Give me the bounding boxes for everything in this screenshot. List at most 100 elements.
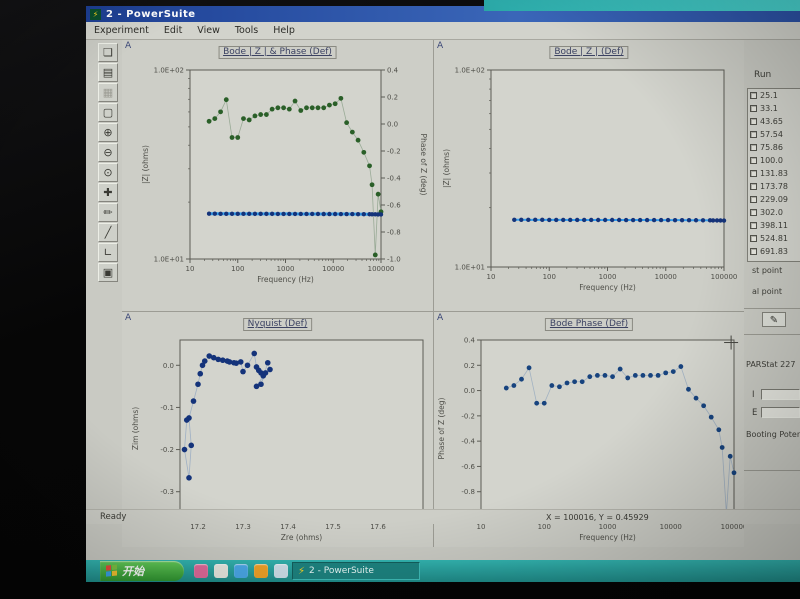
left-toolbar: ❏ ▤ ▦ ▢ ⊕ ⊖ ⊙ ✚ ✏ ╱ ∟ ▣ xyxy=(98,42,122,283)
run-frequency-value: 302.0 xyxy=(760,208,783,217)
eraser-icon[interactable]: ✎ xyxy=(762,312,786,327)
svg-text:0.4: 0.4 xyxy=(464,337,476,345)
run-list-item[interactable]: 524.81 xyxy=(748,232,800,245)
select-region-icon[interactable]: ▢ xyxy=(98,103,118,122)
run-list-item[interactable]: 75.86 xyxy=(748,141,800,154)
run-frequency-value: 229.09 xyxy=(760,195,788,204)
quicklaunch-ie-icon[interactable] xyxy=(234,564,248,578)
chart-plot-bode-z-phase[interactable]: 10 100 1000 10000 100000 Frequency (Hz) 1.0E+0… xyxy=(122,40,433,311)
svg-text:10: 10 xyxy=(186,265,195,273)
sidebar-divider xyxy=(744,334,800,335)
run-list-item[interactable]: 691.83 xyxy=(748,245,800,258)
run-checkbox-icon[interactable] xyxy=(750,131,757,138)
taskbar: 开始 ⚡ 2 - PowerSuite xyxy=(86,560,800,582)
current-field[interactable] xyxy=(761,389,800,400)
run-list-item[interactable]: 131.83 xyxy=(748,167,800,180)
run-checkbox-icon[interactable] xyxy=(750,235,757,242)
svg-text:0.2: 0.2 xyxy=(387,94,398,102)
panel-nyquist: A Nyquist (Def) 17.2 17.3 17.4 17.5 17.6 Zre … xyxy=(122,312,434,547)
chart-plot-bode-phase[interactable]: 10 100 1000 10000 100000 Frequency (Hz) 0.4 0.2… xyxy=(434,312,744,547)
svg-text:17.4: 17.4 xyxy=(280,523,296,531)
status-bar: Ready X = 100016, Y = 0.45929 xyxy=(86,509,800,524)
svg-text:-0.2: -0.2 xyxy=(160,446,174,454)
chart-canvas: 10 100 1000 10000 100000 Frequency (Hz) 1.0E+0… xyxy=(442,67,737,293)
chart-plot-nyquist[interactable]: 17.2 17.3 17.4 17.5 17.6 Zre (ohms) 0.0 -0.1 -0.… xyxy=(122,312,433,547)
run-list-item[interactable]: 100.0 xyxy=(748,154,800,167)
run-checkbox-icon[interactable] xyxy=(750,157,757,164)
panel-corner-label: A xyxy=(437,313,444,323)
run-frequency-value: 100.0 xyxy=(760,156,783,165)
new-document-icon[interactable]: ❏ xyxy=(98,43,118,62)
run-list-item[interactable]: 302.0 xyxy=(748,206,800,219)
run-list-item[interactable]: 33.1 xyxy=(748,102,800,115)
svg-text:Frequency (Hz): Frequency (Hz) xyxy=(257,275,314,284)
svg-text:-0.1: -0.1 xyxy=(160,404,174,412)
run-checkbox-icon[interactable] xyxy=(750,248,757,255)
run-checkbox-icon[interactable] xyxy=(750,183,757,190)
run-list-item[interactable]: 398.11 xyxy=(748,219,800,232)
menu-item-edit[interactable]: Edit xyxy=(163,25,183,36)
svg-text:100: 100 xyxy=(538,523,551,531)
zoom-in-icon[interactable]: ⊕ xyxy=(98,123,118,142)
run-frequency-value: 75.86 xyxy=(760,143,783,152)
run-list-item[interactable]: 173.78 xyxy=(748,180,800,193)
axes-tool-icon[interactable]: ∟ xyxy=(98,243,118,262)
zoom-out-icon[interactable]: ⊖ xyxy=(98,143,118,162)
quicklaunch-desktop-icon[interactable] xyxy=(274,564,288,578)
menu-item-view[interactable]: View xyxy=(197,25,220,36)
menu-item-experiment[interactable]: Experiment xyxy=(94,25,149,36)
quicklaunch-msn-icon[interactable] xyxy=(194,564,208,578)
panel-bode-phase: A Bode Phase (Def) 10 100 1000 10000 100000 F… xyxy=(434,312,744,547)
chart-plot-bode-z[interactable]: 10 100 1000 10000 100000 Frequency (Hz) 1.0E+0… xyxy=(434,40,744,311)
run-checkbox-icon[interactable] xyxy=(750,196,757,203)
start-point-label: st point xyxy=(752,266,783,275)
svg-text:17.6: 17.6 xyxy=(370,523,386,531)
start-button-label: 开始 xyxy=(122,565,144,578)
quicklaunch-folder-icon[interactable] xyxy=(214,564,228,578)
svg-text:-0.2: -0.2 xyxy=(387,148,401,156)
svg-text:1.0E+02: 1.0E+02 xyxy=(455,67,485,75)
print-icon: ▦ xyxy=(98,83,118,102)
run-frequency-value: 691.83 xyxy=(760,247,788,256)
svg-text:17.2: 17.2 xyxy=(190,523,206,531)
run-checkbox-icon[interactable] xyxy=(750,92,757,99)
open-file-icon[interactable]: ▤ xyxy=(98,63,118,82)
run-frequency-list[interactable]: 25.1 33.1 43.65 57.54 75.86 100.0 131.83 173.78… xyxy=(747,88,800,262)
quicklaunch-player-icon[interactable] xyxy=(254,564,268,578)
svg-text:100: 100 xyxy=(543,273,556,281)
line-tool-icon[interactable]: ╱ xyxy=(98,223,118,242)
run-checkbox-icon[interactable] xyxy=(750,170,757,177)
panel-bode-z-and-phase: A Bode | Z | & Phase (Def) 10 100 1000 1000… xyxy=(122,40,434,312)
cursor-coordinates: X = 100016, Y = 0.45929 xyxy=(546,513,649,522)
run-list-item[interactable]: 57.54 xyxy=(748,128,800,141)
run-list-item[interactable]: 25.1 xyxy=(748,89,800,102)
start-button[interactable]: 开始 xyxy=(100,561,184,581)
taskbar-window-button[interactable]: ⚡ 2 - PowerSuite xyxy=(292,562,420,580)
svg-text:10: 10 xyxy=(487,273,496,281)
run-list-item[interactable]: 43.65 xyxy=(748,115,800,128)
run-checkbox-icon[interactable] xyxy=(750,222,757,229)
svg-text:-0.3: -0.3 xyxy=(160,488,174,496)
run-frequency-value: 398.11 xyxy=(760,221,788,230)
svg-text:-0.8: -0.8 xyxy=(461,488,475,496)
chart-grid: A Bode | Z | & Phase (Def) 10 100 1000 1000… xyxy=(122,40,744,547)
potential-field[interactable] xyxy=(761,407,800,418)
run-checkbox-icon[interactable] xyxy=(750,118,757,125)
run-checkbox-icon[interactable] xyxy=(750,105,757,112)
run-frequency-value: 173.78 xyxy=(760,182,788,191)
color-tool-icon[interactable]: ▣ xyxy=(98,263,118,282)
powersuite-task-icon: ⚡ xyxy=(298,565,306,577)
svg-text:-0.2: -0.2 xyxy=(461,412,475,420)
svg-text:-0.6: -0.6 xyxy=(387,202,401,210)
pen-icon[interactable]: ✏ xyxy=(98,203,118,222)
chart-title-bode-phase: Bode Phase (Def) xyxy=(544,318,634,331)
pan-icon[interactable]: ✚ xyxy=(98,183,118,202)
panel-corner-label: A xyxy=(125,41,132,51)
menu-item-help[interactable]: Help xyxy=(273,25,295,36)
run-checkbox-icon[interactable] xyxy=(750,209,757,216)
menu-item-tools[interactable]: Tools xyxy=(234,25,259,36)
zoom-window-icon[interactable]: ⊙ xyxy=(98,163,118,182)
run-checkbox-icon[interactable] xyxy=(750,144,757,151)
run-list-item[interactable]: 229.09 xyxy=(748,193,800,206)
